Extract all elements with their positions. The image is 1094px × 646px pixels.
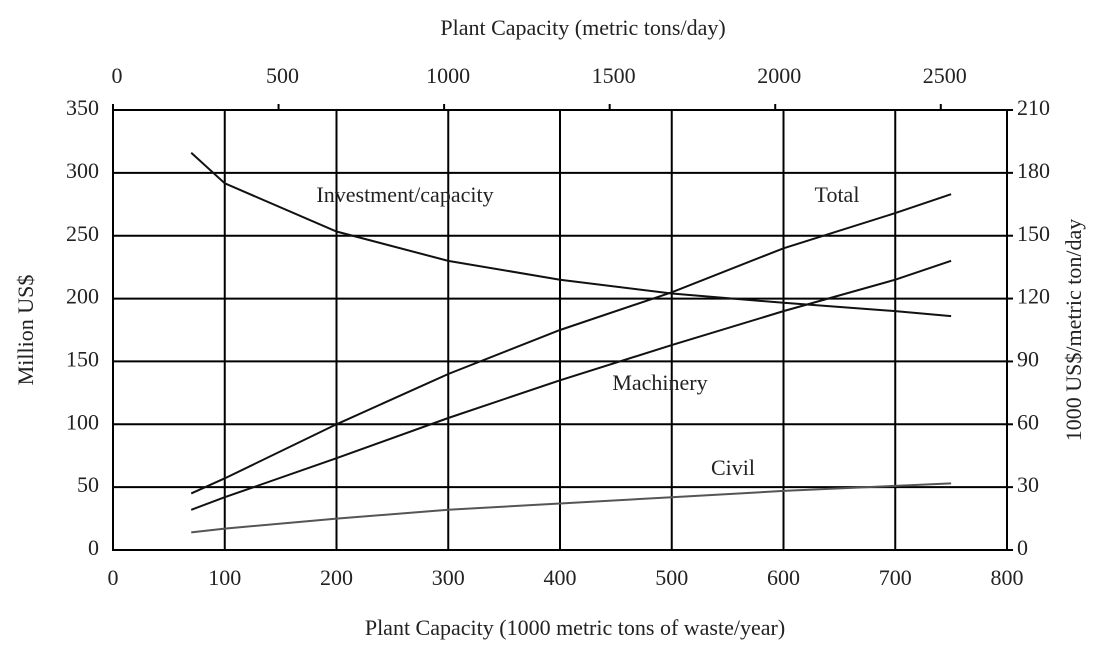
y-tick-label: 100 [66,409,99,434]
x-tick-label: 500 [655,565,688,590]
series-label: Machinery [612,370,707,395]
y2-tick-label: 180 [1017,158,1050,183]
x2-tick-label: 500 [266,63,299,88]
series-line [190,152,952,318]
x2-tick-label: 1500 [592,63,636,88]
x2-tick-label: 0 [112,63,123,88]
y-axis-title: Million US$ [13,275,38,386]
y2-tick-label: 120 [1017,284,1050,309]
x-tick-label: 200 [320,565,353,590]
top-axis-title: Plant Capacity (metric tons/day) [440,15,725,40]
x-axis-title: Plant Capacity (1000 metric tons of wast… [365,615,785,640]
series-label: Civil [711,455,755,480]
series-line [190,259,952,511]
y2-axis-title: 1000 US$/metric ton/day [1061,219,1086,441]
series-line [190,193,952,495]
x2-tick-label: 2500 [923,63,967,88]
x2-tick-label: 2000 [757,63,801,88]
x2-tick-label: 1000 [426,63,470,88]
y2-tick-label: 30 [1017,472,1039,497]
y-tick-label: 0 [88,535,99,560]
series-label: Total [815,182,860,207]
x-tick-label: 100 [208,565,241,590]
x-tick-label: 400 [544,565,577,590]
y2-tick-label: 60 [1017,409,1039,434]
series-line [191,482,952,534]
x-tick-label: 0 [108,565,119,590]
y2-tick-label: 150 [1017,221,1050,246]
y-tick-label: 150 [66,346,99,371]
x-tick-label: 300 [432,565,465,590]
y-tick-label: 300 [66,158,99,183]
series-label: Investment/capacity [316,182,493,207]
plot-frame [112,109,1008,551]
x-tick-label: 600 [767,565,800,590]
y2-tick-label: 210 [1017,95,1050,120]
y-tick-label: 50 [77,472,99,497]
y2-tick-label: 0 [1017,535,1028,560]
y-tick-label: 350 [66,95,99,120]
x-tick-label: 700 [879,565,912,590]
y-tick-label: 200 [66,284,99,309]
y2-tick-label: 90 [1017,346,1039,371]
x-tick-label: 800 [991,565,1024,590]
y-tick-label: 250 [66,221,99,246]
